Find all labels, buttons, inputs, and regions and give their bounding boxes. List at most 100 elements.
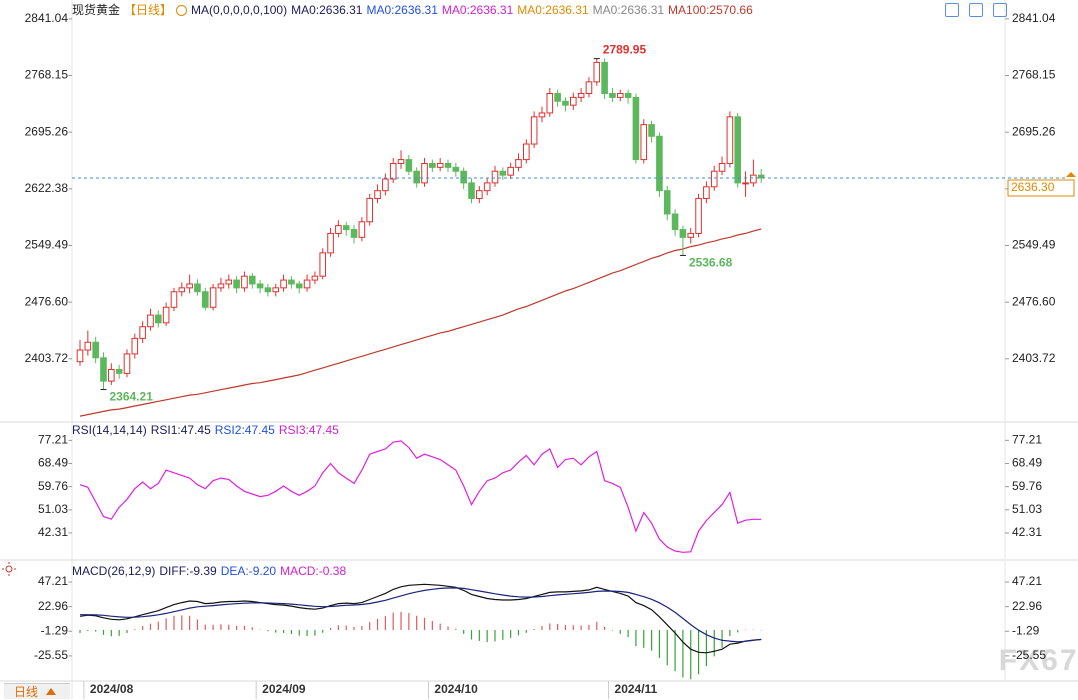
y-tick-label: 2476.60 [25, 294, 69, 308]
candle-body [726, 116, 734, 164]
candle-body [264, 287, 272, 293]
rsi-header: RSI(14,14,14) RSI1:47.45 RSI2:47.45 RSI3:47… [72, 423, 339, 437]
indicator-line [79, 440, 762, 553]
candle-body [507, 166, 514, 176]
y-tick-label: 22.96 [1012, 599, 1042, 613]
macd-header: MACD(26,12,9) DIFF:-9.39 DEA:-9.20 MACD:-0.… [72, 564, 346, 578]
candle-body [178, 287, 186, 293]
candle-body [366, 197, 374, 223]
y-tick-label: 2476.60 [1012, 294, 1056, 308]
indicator-label: DEA:-9.20 [220, 564, 277, 578]
indicator-label: RSI1:47.45 [150, 423, 211, 437]
candle-body [280, 279, 287, 289]
y-tick-label: 68.49 [1012, 456, 1042, 470]
macd-icon [2, 562, 16, 576]
y-tick-label: 2768.15 [1012, 68, 1056, 82]
settings-icon [176, 4, 188, 16]
candle-body [750, 174, 757, 184]
candle-body [436, 162, 444, 168]
y-tick-label: -1.29 [41, 623, 69, 637]
candle-body [241, 275, 248, 289]
candle-body [131, 337, 139, 355]
indicator-label: MA(0,0,0,0,0,100) [191, 3, 288, 17]
candle-body [695, 197, 702, 234]
indicator-label: RSI(14,14,14) [72, 423, 147, 437]
candle-body [76, 349, 84, 363]
y-tick-label: -1.29 [1012, 623, 1040, 637]
indicator-line [79, 583, 762, 654]
toolbar-button[interactable] [945, 3, 959, 17]
candle-body [757, 174, 765, 179]
indicator-label: RSI3:47.45 [278, 423, 339, 437]
y-tick-label: 77.21 [1012, 433, 1042, 447]
candle-body [742, 182, 749, 185]
candle-body [483, 182, 491, 192]
candle-body [530, 116, 538, 145]
y-tick-label: 2841.04 [1012, 11, 1056, 25]
y-tick-label: 59.76 [1012, 479, 1042, 493]
candle-body [523, 143, 530, 161]
candle-body [350, 229, 358, 238]
candle-body [640, 124, 648, 161]
y-tick-label: 2622.38 [25, 181, 69, 195]
dropdown-arrow [46, 688, 57, 695]
candle-body [272, 287, 280, 293]
candle-body [562, 100, 569, 106]
candle-body [538, 112, 546, 118]
candle-body [515, 159, 522, 168]
candle-body [295, 283, 303, 289]
candle-body [609, 93, 616, 98]
candle-body [499, 170, 507, 176]
candle-body [170, 291, 178, 308]
instrument-name: 现货黄金 [72, 3, 121, 17]
candle-body [656, 135, 663, 192]
candle-body [703, 186, 710, 199]
y-tick-label: 2768.15 [25, 68, 69, 82]
candle-body [569, 96, 577, 106]
toolbar-button[interactable] [993, 3, 1007, 17]
period-label: 【日线】 [124, 3, 173, 17]
toolbar-button[interactable] [969, 3, 983, 17]
y-tick-label: 2695.26 [25, 124, 69, 138]
candle-body [687, 232, 695, 238]
extreme-label: 2536.68 [689, 256, 733, 270]
candle-body [155, 314, 162, 324]
watermark: FX678 [999, 644, 1078, 677]
indicator-label: MACD:-0.38 [280, 564, 347, 578]
candle-body [92, 341, 99, 359]
current-price-label: 2636.30 [1011, 180, 1055, 194]
y-tick-label: -25.55 [34, 648, 68, 662]
candle-body [311, 275, 319, 281]
candle-body [327, 232, 334, 254]
candle-body [468, 182, 475, 199]
candle-body [429, 162, 436, 168]
x-tick-label: 2024/11 [615, 682, 658, 696]
candle-body [444, 162, 452, 168]
indicator-label: DIFF:-9.39 [159, 564, 217, 578]
candle-body [648, 124, 655, 137]
candle-body [342, 225, 350, 231]
candle-body [460, 170, 467, 184]
y-tick-label: 22.96 [38, 599, 68, 613]
y-tick-label: 77.21 [38, 433, 68, 447]
candle-body [108, 368, 115, 382]
candle-body [225, 279, 233, 285]
toolbar [945, 3, 1007, 17]
current-price-box [1007, 179, 1075, 197]
candle-body [382, 178, 389, 192]
extreme-label: 2364.21 [109, 390, 153, 404]
candle-body [554, 93, 561, 102]
indicator-label: RSI2:47.45 [214, 423, 275, 437]
candle-body [186, 283, 193, 289]
y-tick-label: 59.76 [38, 479, 68, 493]
candle-body [194, 283, 201, 293]
candle-body [256, 283, 264, 289]
candle-body [632, 96, 640, 161]
period-button-label: 日线 [14, 685, 39, 699]
candle-body [123, 353, 131, 374]
candle-body [421, 162, 428, 184]
candle-body [139, 326, 146, 339]
y-tick-label: 42.31 [1012, 525, 1042, 539]
period-button[interactable]: 日线 [4, 683, 70, 699]
